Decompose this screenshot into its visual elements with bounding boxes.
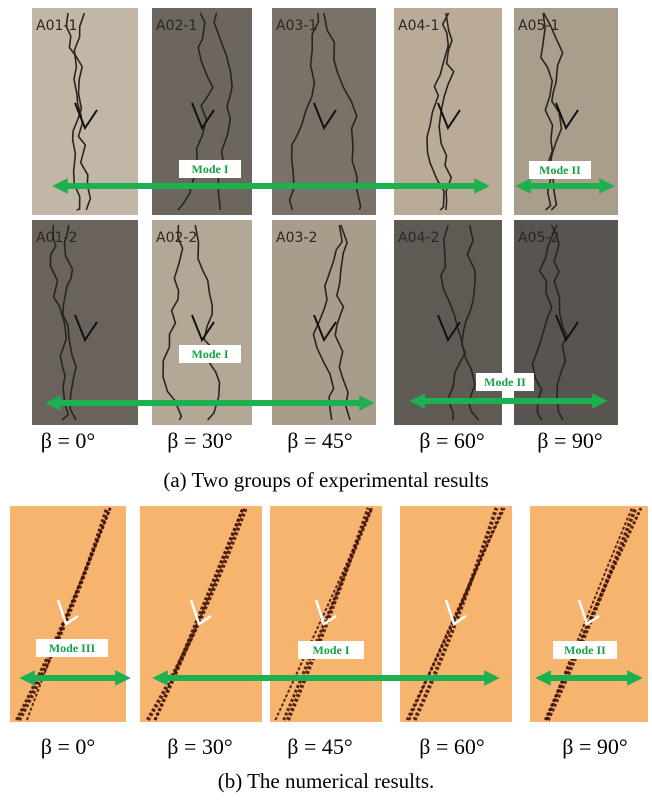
angle-label: β = 90°	[562, 734, 627, 759]
caption-a: (a) Two groups of experimental results	[163, 468, 488, 492]
specimen-label: A01-2	[36, 230, 77, 246]
specimen-label: A03-1	[276, 18, 317, 34]
specimen-photo	[394, 220, 502, 425]
specimen-photo	[152, 220, 252, 425]
angle-label: β = 45°	[287, 428, 352, 453]
angle-label: β = 0°	[41, 428, 95, 453]
specimen-label: A02-2	[156, 230, 197, 246]
specimen-photo	[514, 220, 618, 425]
numerical-panel	[530, 506, 648, 722]
mode-label: Mode II	[539, 163, 581, 177]
caption-b: (b) The numerical results.	[218, 769, 435, 793]
specimen-label: A01-1	[36, 18, 77, 34]
specimen-label: A03-2	[276, 230, 317, 246]
mode-label: Mode III	[49, 641, 96, 655]
mode-label: Mode I	[192, 347, 229, 361]
angle-label: β = 60°	[419, 734, 484, 759]
specimen-label: A05-2	[518, 230, 559, 246]
mode-label: Mode II	[484, 375, 526, 389]
specimen-label: A04-2	[398, 230, 439, 246]
angle-label: β = 45°	[287, 734, 352, 759]
angle-label: β = 90°	[537, 428, 602, 453]
specimen-label: A05-1	[518, 18, 559, 34]
mode-label: Mode I	[313, 643, 350, 657]
specimen-photo	[32, 220, 138, 425]
numerical-panel	[270, 506, 382, 722]
angle-label: β = 30°	[167, 428, 232, 453]
mode-label: Mode I	[192, 162, 229, 176]
specimen-label: A02-1	[156, 18, 197, 34]
mode-label: Mode II	[564, 643, 606, 657]
angle-label: β = 30°	[167, 734, 232, 759]
figure: (a) Two groups of experimental results (…	[0, 0, 652, 805]
specimen-photo	[272, 220, 376, 425]
angle-label: β = 60°	[419, 428, 484, 453]
angle-label: β = 0°	[41, 734, 95, 759]
specimen-label: A04-1	[398, 18, 439, 34]
